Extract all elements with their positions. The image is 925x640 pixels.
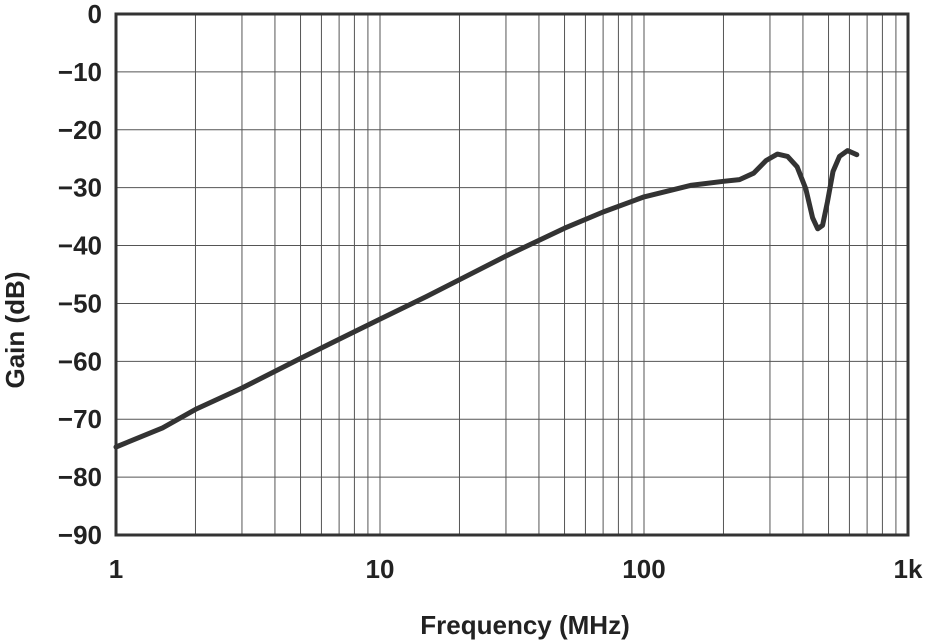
series-layer [113, 148, 860, 450]
x-tick-label: 1k [894, 554, 923, 584]
x-tick-label: 10 [366, 554, 395, 584]
y-tick-label: −80 [58, 462, 102, 492]
y-tick-label: 0 [88, 0, 102, 29]
y-tick-label: −50 [58, 288, 102, 318]
y-axis-label: Gain (dB) [0, 272, 30, 389]
y-tick-label: −10 [58, 57, 102, 87]
y-tick-label: −20 [58, 115, 102, 145]
x-tick-label: 1 [109, 554, 123, 584]
y-tick-label: −40 [58, 231, 102, 261]
y-tick-label: −60 [58, 346, 102, 376]
y-tick-label: −90 [58, 520, 102, 550]
x-tick-label: 100 [622, 554, 665, 584]
x-axis-label: Frequency (MHz) [420, 610, 629, 640]
grid [115, 13, 909, 536]
y-tick-label: −30 [58, 173, 102, 203]
plot-frame [114, 12, 910, 537]
tick-labels: 1 10 100 1k 0 −10 −20 −30 −40 −50 −60 −70 −80 −90 [58, 0, 923, 584]
y-tick-label: −70 [58, 404, 102, 434]
gain-series-line [113, 148, 860, 450]
